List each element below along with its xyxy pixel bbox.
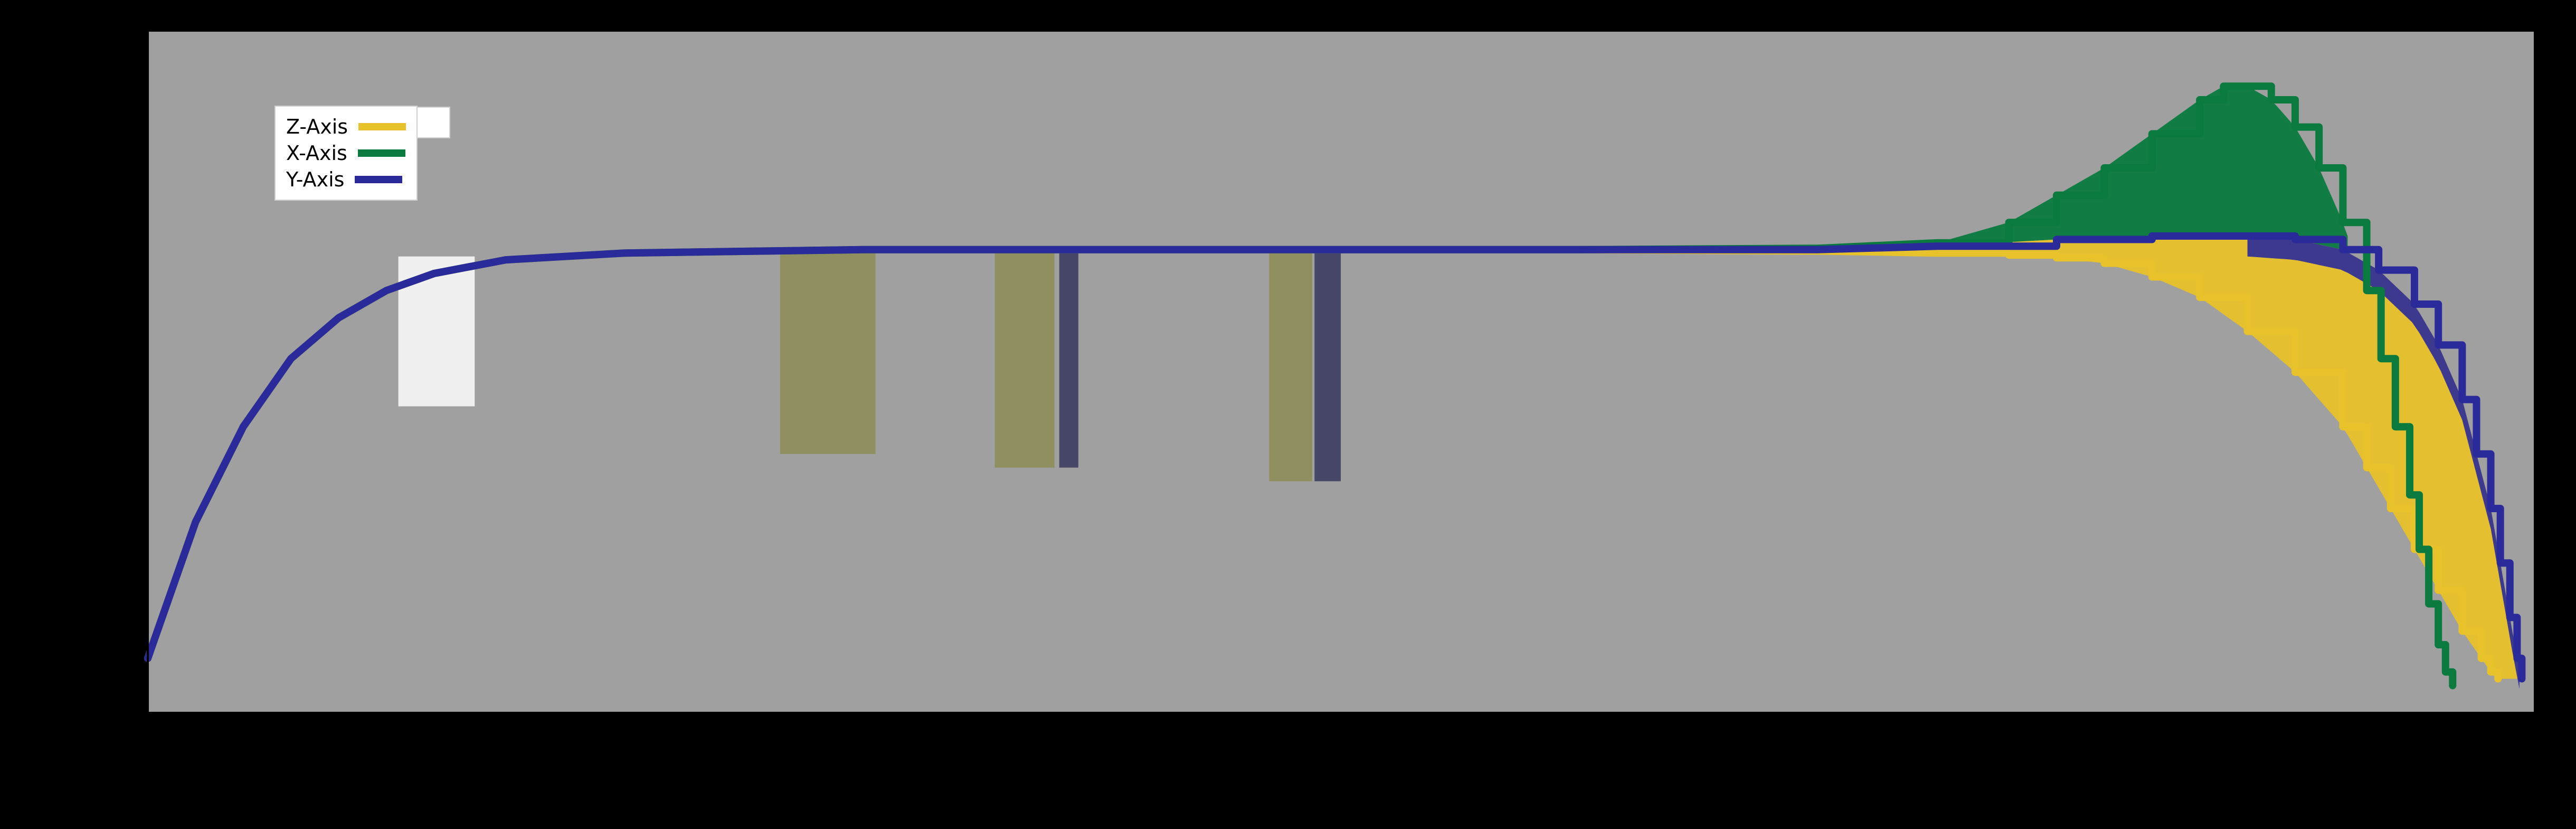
legend-swatch [355, 176, 402, 183]
legend-label: Z-Axis [286, 115, 348, 138]
legend-row: Z-Axis [286, 115, 406, 138]
drip-bar [780, 250, 876, 454]
legend-row: X-Axis [286, 142, 406, 165]
legend-swatch [358, 123, 406, 130]
drip-bar [995, 250, 1055, 468]
chart-container: Z-Axis X-Axis Y-Axis [0, 0, 2576, 829]
legend-label: Y-Axis [286, 168, 344, 191]
legend: Z-Axis X-Axis Y-Axis [274, 106, 418, 201]
drip-bar [1269, 250, 1312, 482]
legend-label: X-Axis [286, 142, 347, 165]
legend-swatch [358, 149, 405, 157]
legend-notch [418, 107, 450, 138]
legend-row: Y-Axis [286, 168, 406, 191]
drip-bar [1314, 250, 1341, 482]
drip-bar [1059, 250, 1078, 468]
